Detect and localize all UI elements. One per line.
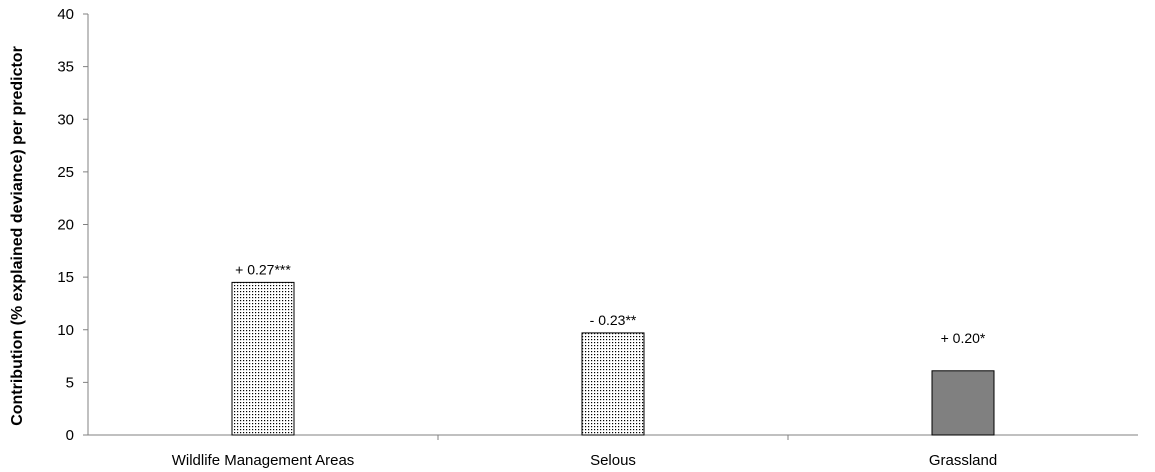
category-labels: Wildlife Management Areas Selous Grassland <box>172 452 997 469</box>
y-ticks: 0 5 10 15 20 25 30 35 40 <box>57 6 88 444</box>
y-tick-label: 25 <box>57 164 74 181</box>
data-labels: + 0.27*** - 0.23** + 0.20* <box>235 261 986 345</box>
y-tick-label: 20 <box>57 217 74 234</box>
bar-data-label: + 0.27*** <box>235 261 291 277</box>
category-label: Wildlife Management Areas <box>172 452 355 469</box>
y-axis-label: Contribution (% explained deviance) per … <box>9 46 26 426</box>
y-axis-label-group: Contribution (% explained deviance) per … <box>9 46 26 426</box>
bars <box>231 281 995 436</box>
y-tick-label: 5 <box>66 374 74 391</box>
y-tick-label: 30 <box>57 111 74 128</box>
y-tick-label: 0 <box>66 427 74 444</box>
category-label: Grassland <box>929 452 997 469</box>
y-tick-label: 35 <box>57 59 74 76</box>
bar <box>231 281 295 436</box>
y-tick-label: 40 <box>57 6 74 23</box>
bar <box>581 332 645 436</box>
y-tick-label: 10 <box>57 322 74 339</box>
category-label: Selous <box>590 452 636 469</box>
bar-data-label: - 0.23** <box>590 312 637 328</box>
y-tick-label: 15 <box>57 269 74 286</box>
bar <box>931 370 995 436</box>
bar-data-label: + 0.20* <box>941 330 986 346</box>
